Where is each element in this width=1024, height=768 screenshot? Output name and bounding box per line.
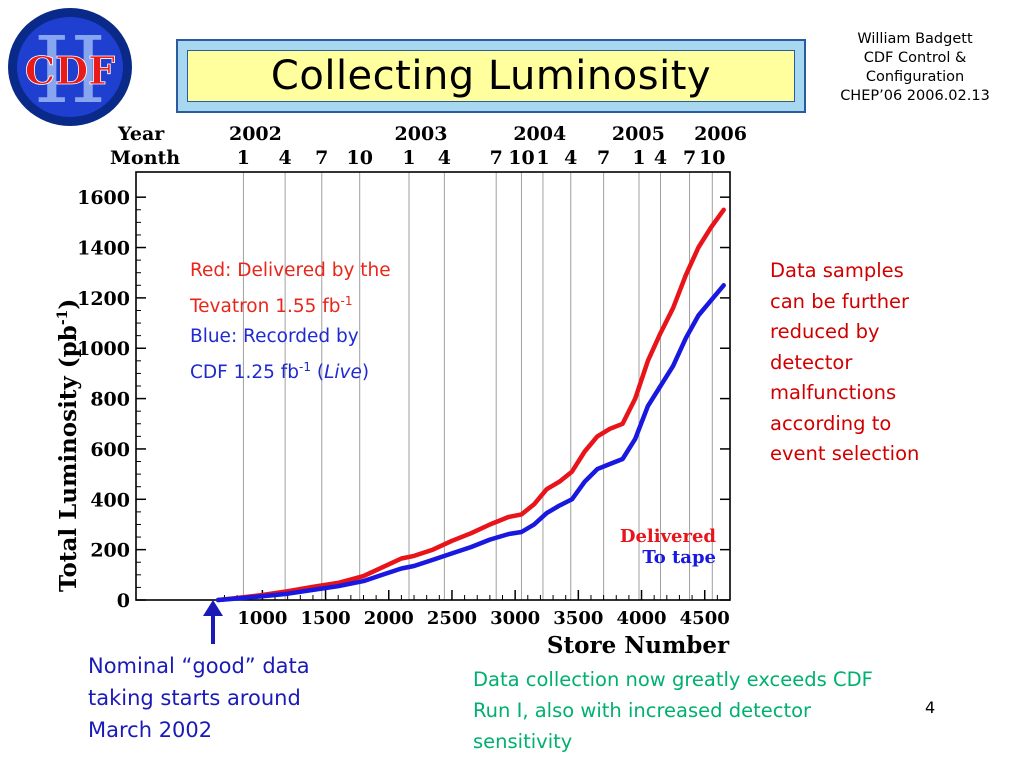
collection-line: Run I, also with increased detector — [473, 699, 812, 722]
y-tick-label: 200 — [90, 540, 130, 562]
legend-blue-text: CDF 1.25 fb — [190, 362, 300, 384]
y-tick-label: 600 — [90, 439, 130, 461]
y-tick-label: 800 — [90, 389, 130, 411]
x-tick-label: 1500 — [301, 608, 351, 629]
month-tick-label: 1 — [237, 147, 250, 169]
legend-live-text: Live — [324, 362, 362, 384]
year-tick-label: 2004 — [513, 123, 566, 145]
samples-line: event selection — [770, 442, 920, 465]
title-frame: Collecting Luminosity — [176, 39, 806, 113]
x-axis-label: Store Number — [547, 632, 730, 659]
y-axis-label: Total Luminosity (pb-1) — [55, 299, 82, 592]
logo-inner-disc — [17, 17, 123, 117]
author-line: Configuration — [865, 69, 965, 85]
samples-line: according to — [770, 411, 892, 435]
x-tick-label: 2000 — [364, 608, 414, 629]
up-arrow-icon — [203, 600, 223, 644]
y-axis-label-close: ) — [55, 299, 82, 310]
x-tick-label: 4000 — [616, 608, 666, 629]
legend-live-open: ( — [310, 362, 325, 384]
month-tick-label: 10 — [346, 147, 372, 169]
samples-note: Data samples can be further reduced by d… — [770, 256, 970, 470]
series-layer — [215, 207, 726, 603]
logo-cdf-text: CDF — [25, 48, 115, 93]
slide-title: Collecting Luminosity — [270, 53, 712, 99]
author-line: CDF Control & — [863, 50, 967, 66]
y-tick-label: 1600 — [77, 187, 130, 209]
month-tick-label: 7 — [683, 147, 696, 169]
year-tick-label: 2005 — [612, 123, 665, 145]
samples-line: detector — [770, 350, 853, 374]
y-tick-label: 1200 — [77, 288, 130, 310]
nominal-line: March 2002 — [88, 718, 213, 742]
x-tick-label: 4500 — [680, 608, 730, 629]
author-block: William Badgett CDF Control & Configurat… — [812, 30, 1018, 106]
y-axis-ticks: 0 200 400 600 800 1000 1200 1400 1600 — [77, 187, 730, 612]
month-tick-label: 10 — [699, 147, 725, 169]
legend-blue-line: CDF 1.25 fb-1 (Live) — [190, 352, 455, 388]
legend-red-line: Tevatron 1.55 fb-1 — [190, 286, 455, 322]
y-tick-label: 1400 — [77, 238, 130, 260]
nominal-line: taking starts around — [88, 686, 301, 710]
samples-line: reduced by — [770, 320, 880, 343]
legend-red-sup: -1 — [340, 294, 353, 308]
title-box: Collecting Luminosity — [187, 50, 795, 102]
legend-annotation: Red: Delivered by the Tevatron 1.55 fb-1… — [190, 256, 455, 388]
month-tick-label: 4 — [654, 147, 667, 169]
samples-line: malfunctions — [770, 381, 897, 404]
y-tick-label: 400 — [90, 489, 130, 511]
month-tick-label: 4 — [438, 147, 451, 169]
legend-red-text: Tevatron 1.55 fb — [190, 296, 341, 318]
author-line: William Badgett — [857, 31, 973, 47]
cdf-logo: II CDF — [8, 8, 132, 126]
legend-to-tape: To tape — [642, 547, 716, 568]
year-tick-label: 2006 — [694, 123, 747, 145]
month-tick-label: 4 — [279, 147, 292, 169]
page-number: 4 — [925, 698, 936, 717]
legend-delivered: Delivered — [620, 526, 717, 547]
year-axis-label: Year — [117, 123, 165, 145]
year-tick-label: 2003 — [395, 123, 448, 145]
collection-line: Data collection now greatly exceeds CDF — [473, 668, 873, 691]
x-tick-label: 1000 — [237, 608, 287, 629]
collection-line: sensitivity — [473, 730, 573, 753]
year-tick-label: 2002 — [229, 123, 282, 145]
nominal-note: Nominal “good” data taking starts around… — [88, 650, 378, 746]
month-tick-label: 1 — [536, 147, 549, 169]
logo-roman-numeral: II — [34, 17, 107, 124]
legend-blue-sup: -1 — [299, 360, 311, 375]
month-gridlines — [242, 172, 713, 600]
x-axis-ticks: 1000 1500 2000 2500 3000 3500 4000 4500 — [223, 590, 730, 629]
author-line: CHEP’06 2006.02.13 — [840, 88, 990, 104]
y-tick-label: 0 — [117, 590, 130, 612]
nominal-line: Nominal “good” data — [88, 654, 310, 678]
month-tick-label: 10 — [508, 147, 534, 169]
samples-line: can be further — [770, 289, 910, 313]
collection-note: Data collection now greatly exceeds CDF … — [473, 664, 973, 757]
month-tick-label: 1 — [402, 147, 415, 169]
month-tick-label: 7 — [490, 147, 503, 169]
month-tick-label: 4 — [564, 147, 577, 169]
y-axis-label-sup: -1 — [55, 310, 71, 326]
y-axis-label-main: Total Luminosity (pb — [55, 325, 82, 592]
legend-red-line: Red: Delivered by the — [190, 260, 391, 281]
samples-line: Data samples — [770, 259, 904, 282]
y-tick-label: 1000 — [77, 338, 130, 360]
delivered-series-line — [215, 207, 726, 603]
month-tick-label: 1 — [632, 147, 645, 169]
month-axis-label: Month — [110, 147, 180, 169]
to-tape-series-line — [215, 283, 726, 603]
x-tick-label: 3000 — [490, 608, 540, 629]
month-tick-label: 7 — [597, 147, 610, 169]
x-tick-label: 2500 — [427, 608, 477, 629]
month-tick-label: 7 — [315, 147, 328, 169]
luminosity-chart: 0 200 400 600 800 1000 1200 1400 1600 1000 1500 20… — [55, 123, 747, 659]
x-tick-label: 3500 — [553, 608, 603, 629]
legend-blue-line: Blue: Recorded by — [190, 326, 359, 348]
legend-live-close: ) — [361, 362, 370, 384]
